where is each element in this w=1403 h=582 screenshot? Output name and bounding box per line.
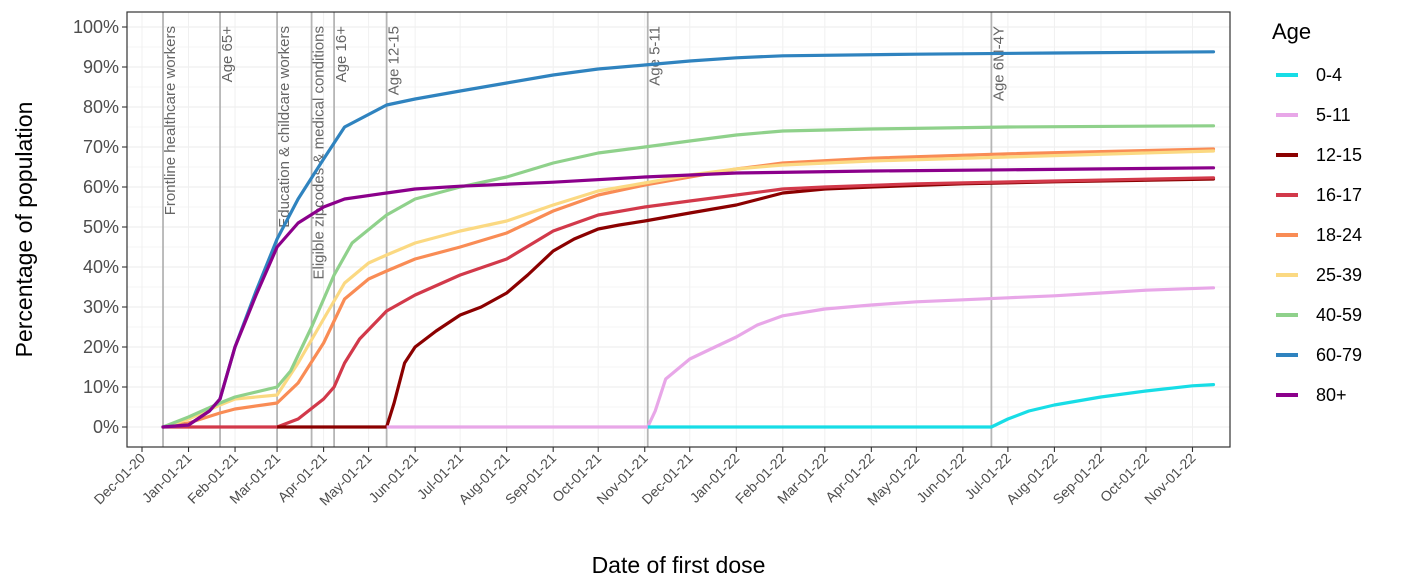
event-label: Frontline healthcare workers	[162, 26, 179, 215]
y-axis-title: Percentage of population	[11, 102, 37, 358]
y-tick-label: 70%	[83, 137, 119, 157]
panel-border	[126, 11, 1231, 448]
event-label: Education & childcare workers	[276, 26, 293, 228]
event-label: Age 12-15	[386, 26, 403, 95]
y-tick-label: 20%	[83, 337, 119, 357]
y-tick-label: 60%	[83, 177, 119, 197]
y-tick-label: 100%	[73, 17, 119, 37]
x-tick-label: Sep-01-22	[1049, 450, 1107, 508]
series-lines	[161, 50, 1216, 429]
y-tick-label: 80%	[83, 97, 119, 117]
x-tick-label: Jun-01-22	[913, 450, 969, 506]
legend-label: 40-59	[1316, 305, 1362, 325]
y-tick-label: 40%	[83, 257, 119, 277]
y-tick-label: 30%	[83, 297, 119, 317]
y-tick-label: 0%	[93, 417, 119, 437]
legend-label: 60-79	[1316, 345, 1362, 365]
legend: 0-4 5-11 12-15 16-17 18-24 25-39 40-59 60-79 80+	[1276, 65, 1362, 405]
series-line	[161, 149, 1216, 429]
legend-label: 16-17	[1316, 185, 1362, 205]
y-tick-label: 10%	[83, 377, 119, 397]
event-markers: Frontline healthcare workers Age 65+ Educa…	[162, 12, 1007, 447]
series-line	[161, 124, 1216, 429]
x-tick-label: Jun-01-21	[365, 450, 421, 506]
event-label: Age 5-11	[647, 26, 664, 86]
legend-label: 25-39	[1316, 265, 1362, 285]
y-axis-ticks: 0% 10% 20% 30% 40% 50% 60% 70% 80% 90% 100%	[73, 17, 127, 437]
y-tick-label: 50%	[83, 217, 119, 237]
y-tick-label: 90%	[83, 57, 119, 77]
legend-label: 80+	[1316, 385, 1347, 405]
legend-label: 0-4	[1316, 65, 1342, 85]
x-axis-title: Date of first dose	[592, 552, 766, 578]
series-line	[161, 176, 1216, 429]
series-line	[385, 177, 1216, 429]
x-axis-ticks: Dec-01-20Jan-01-21Feb-01-21Mar-01-21Apr-…	[91, 447, 1199, 508]
legend-label: 18-24	[1316, 225, 1362, 245]
legend-label: 5-11	[1316, 105, 1351, 125]
series-line	[646, 286, 1216, 429]
event-label: Age 65+	[219, 26, 236, 83]
x-tick-label: Dec-01-20	[91, 450, 149, 508]
event-label: Age 16+	[333, 26, 350, 83]
legend-title: Age	[1272, 19, 1311, 44]
x-tick-label: Sep-01-21	[502, 450, 560, 508]
x-tick-label: Nov-01-22	[1141, 450, 1199, 508]
series-line	[989, 383, 1216, 429]
legend-label: 12-15	[1316, 145, 1362, 165]
series-line	[161, 166, 1216, 429]
event-label: Eligible zipcodes & medical conditions	[311, 26, 328, 279]
event-label: Age 6M-4Y	[990, 26, 1007, 101]
